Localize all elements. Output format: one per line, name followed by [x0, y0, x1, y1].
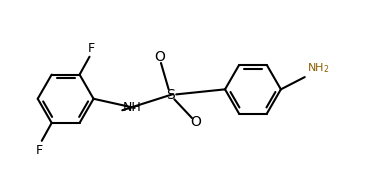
Text: NH$_2$: NH$_2$ [307, 61, 329, 75]
Text: S: S [166, 88, 175, 102]
Text: O: O [191, 115, 201, 129]
Text: F: F [36, 144, 43, 157]
Text: F: F [88, 42, 95, 55]
Text: NH: NH [122, 101, 141, 114]
Text: O: O [154, 50, 165, 64]
